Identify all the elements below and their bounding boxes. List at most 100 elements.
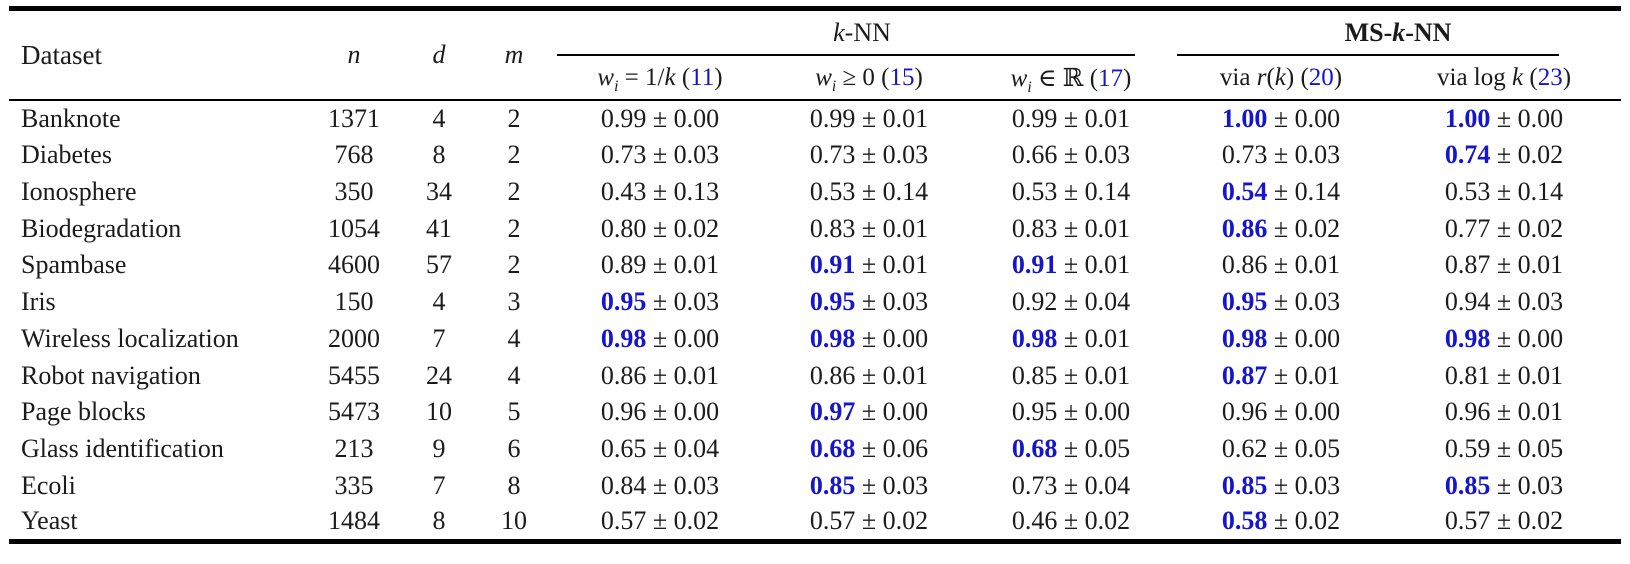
header-text: i xyxy=(831,77,837,95)
accuracy-cell: 0.96 ± 0.00 xyxy=(549,394,771,431)
std-dev-value: ± 0.03 xyxy=(855,287,929,317)
accuracy-cell: 0.98 ± 0.00 xyxy=(1387,321,1621,358)
accuracy-value: 0.86 xyxy=(1221,250,1268,280)
best-accuracy-value: 0.98 xyxy=(600,323,647,353)
d-value: 9 xyxy=(432,434,446,464)
equation-ref-link[interactable]: 11 xyxy=(690,63,715,91)
std-dev-value: ± 0.02 xyxy=(1490,506,1564,536)
std-dev-value: ± 0.01 xyxy=(1490,360,1564,390)
accuracy-cell: 0.98 ± 0.00 xyxy=(1175,321,1387,358)
accuracy-cell: 0.98 ± 0.00 xyxy=(771,321,967,358)
accuracy-value: 0.59 xyxy=(1444,434,1491,464)
d-value: 8 xyxy=(432,506,446,536)
header-text: ≥ 0 ( xyxy=(836,63,890,91)
best-accuracy-value: 0.85 xyxy=(1221,470,1268,500)
accuracy-cell: 0.85 ± 0.03 xyxy=(1387,468,1621,505)
best-accuracy-value: 0.98 xyxy=(1221,323,1268,353)
accuracy-cell: 0.84 ± 0.03 xyxy=(549,468,771,505)
table-row: Ionosphere 350 34 2 0.43 ± 0.13 0.53 ± 0.14 0.… xyxy=(9,174,1621,211)
equation-ref-link[interactable]: 17 xyxy=(1098,64,1124,92)
accuracy-value: 0.89 xyxy=(600,250,647,280)
accuracy-cell: 0.96 ± 0.00 xyxy=(1175,394,1387,431)
cmidrule-knn xyxy=(557,54,1136,56)
accuracy-value: 0.95 xyxy=(1011,397,1058,427)
std-dev-value: ± 0.01 xyxy=(855,250,929,280)
best-accuracy-value: 0.74 xyxy=(1444,140,1491,170)
std-dev-value: ± 0.01 xyxy=(1057,323,1131,353)
accuracy-cell: 0.73 ± 0.04 xyxy=(967,468,1175,505)
accuracy-cell: 0.95 ± 0.03 xyxy=(771,284,967,321)
m-value: 2 xyxy=(507,213,521,243)
m-value: 6 xyxy=(507,434,521,464)
std-dev-value: ± 0.14 xyxy=(1490,176,1564,206)
accuracy-cell: 0.99 ± 0.00 xyxy=(549,100,771,137)
std-dev-value: ± 0.01 xyxy=(1267,250,1341,280)
std-dev-value: ± 0.01 xyxy=(1057,103,1131,133)
header-text: ( xyxy=(1266,63,1275,91)
std-dev-value: ± 0.01 xyxy=(1057,213,1131,243)
n-value: 150 xyxy=(334,287,374,317)
best-accuracy-value: 0.85 xyxy=(1444,470,1491,500)
header-text: ( xyxy=(1523,63,1538,91)
dataset-name: Diabetes xyxy=(21,140,112,170)
m-value: 2 xyxy=(507,140,521,170)
accuracy-value: 0.73 xyxy=(809,140,856,170)
std-dev-value: ± 0.00 xyxy=(1490,323,1564,353)
accuracy-value: 0.62 xyxy=(1221,434,1268,464)
equation-ref-link[interactable]: 23 xyxy=(1537,63,1563,91)
accuracy-cell: 0.73 ± 0.03 xyxy=(771,137,967,174)
table-row: Glass identification 213 9 6 0.65 ± 0.04 0.68… xyxy=(9,431,1621,468)
table-row: Wireless localization 2000 7 4 0.98 ± 0.00 0.… xyxy=(9,321,1621,358)
std-dev-value: ± 0.00 xyxy=(646,323,720,353)
best-accuracy-value: 0.95 xyxy=(600,287,647,317)
header-text: w xyxy=(815,63,832,91)
m-value: 8 xyxy=(507,470,521,500)
accuracy-value: 0.99 xyxy=(1011,103,1058,133)
std-dev-value: ± 0.00 xyxy=(855,397,929,427)
accuracy-cell: 0.99 ± 0.01 xyxy=(771,100,967,137)
best-accuracy-value: 0.87 xyxy=(1221,360,1268,390)
best-accuracy-value: 0.91 xyxy=(1011,250,1058,280)
best-accuracy-value: 1.00 xyxy=(1221,103,1268,133)
std-dev-value: ± 0.02 xyxy=(1490,213,1564,243)
equation-ref-link[interactable]: 15 xyxy=(889,63,915,91)
d-value: 10 xyxy=(426,397,452,427)
accuracy-cell: 0.54 ± 0.14 xyxy=(1175,174,1387,211)
subheader-w-real: wi ∈ ℝ (17) xyxy=(967,56,1175,100)
accuracy-cell: 0.73 ± 0.03 xyxy=(549,137,771,174)
equation-ref-link[interactable]: 20 xyxy=(1308,63,1334,91)
dataset-name: Robot navigation xyxy=(21,360,201,390)
subheader-w-nonneg: wi ≥ 0 (15) xyxy=(771,56,967,100)
std-dev-value: ± 0.03 xyxy=(1267,140,1341,170)
cmidrule-msknn xyxy=(1177,54,1560,56)
m-value: 4 xyxy=(507,323,521,353)
group-header-msknn-label: MS-k -NN xyxy=(1175,11,1621,54)
accuracy-cell: 0.94 ± 0.03 xyxy=(1387,284,1621,321)
best-accuracy-value: 1.00 xyxy=(1444,103,1491,133)
header-text: k xyxy=(1512,63,1524,91)
accuracy-value: 0.73 xyxy=(600,140,647,170)
accuracy-cell: 0.97 ± 0.00 xyxy=(771,394,967,431)
accuracy-value: 0.80 xyxy=(600,213,647,243)
std-dev-value: ± 0.03 xyxy=(646,470,720,500)
accuracy-value: 0.57 xyxy=(600,506,647,536)
group-header-knn: k -NN xyxy=(549,9,1175,56)
std-dev-value: ± 0.04 xyxy=(1057,287,1131,317)
header-text: k xyxy=(833,17,845,47)
subheader-via-rk: via r(k) (20) xyxy=(1175,56,1387,100)
std-dev-value: ± 0.03 xyxy=(855,140,929,170)
group-header-knn-label: k -NN xyxy=(549,11,1175,54)
accuracy-cell: 0.83 ± 0.01 xyxy=(771,210,967,247)
accuracy-value: 0.85 xyxy=(1011,360,1058,390)
std-dev-value: ± 0.00 xyxy=(1490,103,1564,133)
header-text: r xyxy=(1256,63,1267,91)
header-text: ∈ ℝ ( xyxy=(1031,64,1099,92)
table-row: Iris 150 4 3 0.95 ± 0.03 0.95 ± 0.03 0.92 ± 0.… xyxy=(9,284,1621,321)
accuracy-cell: 0.65 ± 0.04 xyxy=(549,431,771,468)
std-dev-value: ± 0.01 xyxy=(1267,360,1341,390)
table-row: Biodegradation 1054 41 2 0.80 ± 0.02 0.83 ± 0… xyxy=(9,210,1621,247)
n-value: 4600 xyxy=(328,250,380,280)
header-text: ) xyxy=(1123,64,1132,92)
dataset-name: Ecoli xyxy=(21,470,76,500)
std-dev-value: ± 0.03 xyxy=(646,140,720,170)
